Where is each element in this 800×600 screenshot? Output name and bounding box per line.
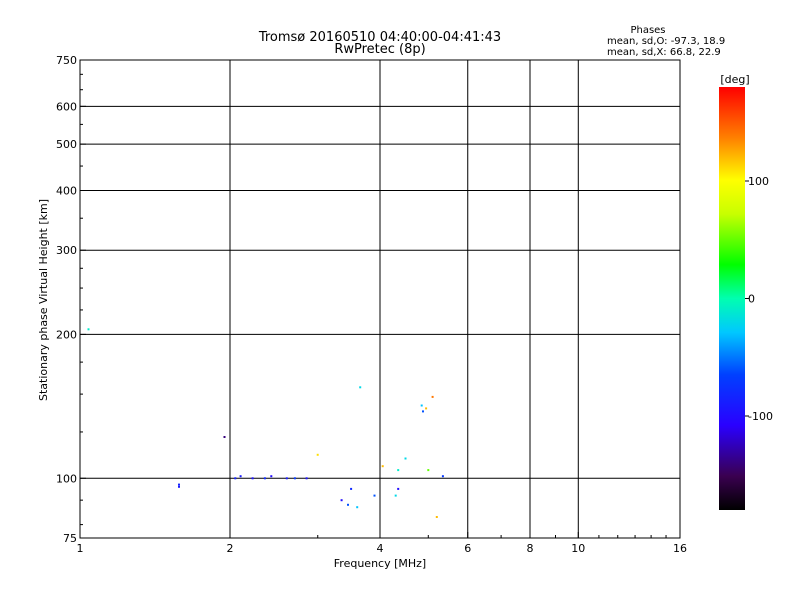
data-point [234, 477, 237, 480]
plot-area [79, 59, 681, 539]
x-tick-label: 8 [527, 542, 534, 555]
colorbar-ticks: 100 0 -100 [745, 175, 773, 423]
colorbar-tick-label: -100 [748, 410, 773, 423]
y-tick-marks [80, 59, 86, 539]
y-tick-label: 500 [56, 138, 77, 151]
chart-title: Tromsø 20160510 04:40:00-04:41:43 [258, 30, 501, 45]
data-points [87, 328, 444, 518]
colorbar: [deg] 100 0 -100 [719, 73, 773, 510]
grid-lines [80, 60, 680, 538]
data-point [340, 499, 343, 502]
data-point [427, 469, 430, 472]
x-tick-label: 10 [571, 542, 585, 555]
chart-subtitle: RwPretec (8p) [334, 42, 425, 57]
data-point [350, 487, 353, 490]
data-point [178, 485, 180, 488]
data-point [263, 477, 266, 480]
data-point [431, 395, 434, 398]
data-point [347, 503, 349, 506]
phase-stats-x: mean, sd,X: 66.8, 22.9 [607, 47, 721, 58]
y-tick-label: 750 [56, 54, 77, 67]
y-tick-label: 400 [56, 184, 77, 197]
y-tick-label: 200 [56, 328, 77, 341]
data-point [305, 477, 308, 480]
phase-stats-heading: Phases [630, 25, 665, 36]
data-point [223, 436, 226, 438]
data-point [422, 410, 424, 413]
data-point [285, 477, 288, 480]
data-point [425, 407, 428, 410]
data-point [435, 516, 438, 518]
data-point [394, 494, 397, 497]
data-point [420, 404, 423, 407]
colorbar-tick-label: 100 [748, 175, 769, 188]
data-point [293, 477, 296, 480]
x-tick-label: 2 [227, 542, 234, 555]
colorbar-gradient [719, 87, 745, 510]
data-point [87, 328, 90, 331]
x-tick-labels: 1 2 4 6 8 10 16 [77, 542, 688, 555]
data-point [373, 494, 376, 497]
y-tick-label: 300 [56, 244, 77, 257]
y-tick-label: 600 [56, 100, 77, 113]
x-tick-label: 1 [77, 542, 84, 555]
data-point [381, 465, 384, 468]
y-tick-labels: 75 100 200 300 400 500 600 750 [56, 54, 77, 545]
x-tick-marks [79, 532, 681, 538]
data-point [251, 477, 254, 480]
data-point [441, 475, 444, 478]
data-point [397, 487, 400, 490]
y-tick-label: 75 [63, 532, 77, 545]
colorbar-label: [deg] [720, 73, 749, 86]
phase-stats-o: mean, sd,O: -97.3, 18.9 [607, 36, 725, 47]
data-point [404, 457, 407, 460]
colorbar-tick-label: 0 [748, 293, 755, 306]
x-tick-label: 6 [464, 542, 471, 555]
data-point [359, 386, 362, 389]
y-axis-label: Stationary phase Virtual Height [km] [37, 199, 50, 401]
data-point [397, 469, 400, 472]
data-point [178, 483, 180, 486]
data-point [356, 506, 359, 509]
y-tick-label: 100 [56, 472, 77, 485]
data-point [239, 475, 242, 478]
x-tick-label: 4 [377, 542, 384, 555]
data-point [270, 475, 273, 478]
x-tick-label: 16 [673, 542, 687, 555]
data-point [316, 453, 319, 456]
x-axis-label: Frequency [MHz] [334, 557, 426, 570]
